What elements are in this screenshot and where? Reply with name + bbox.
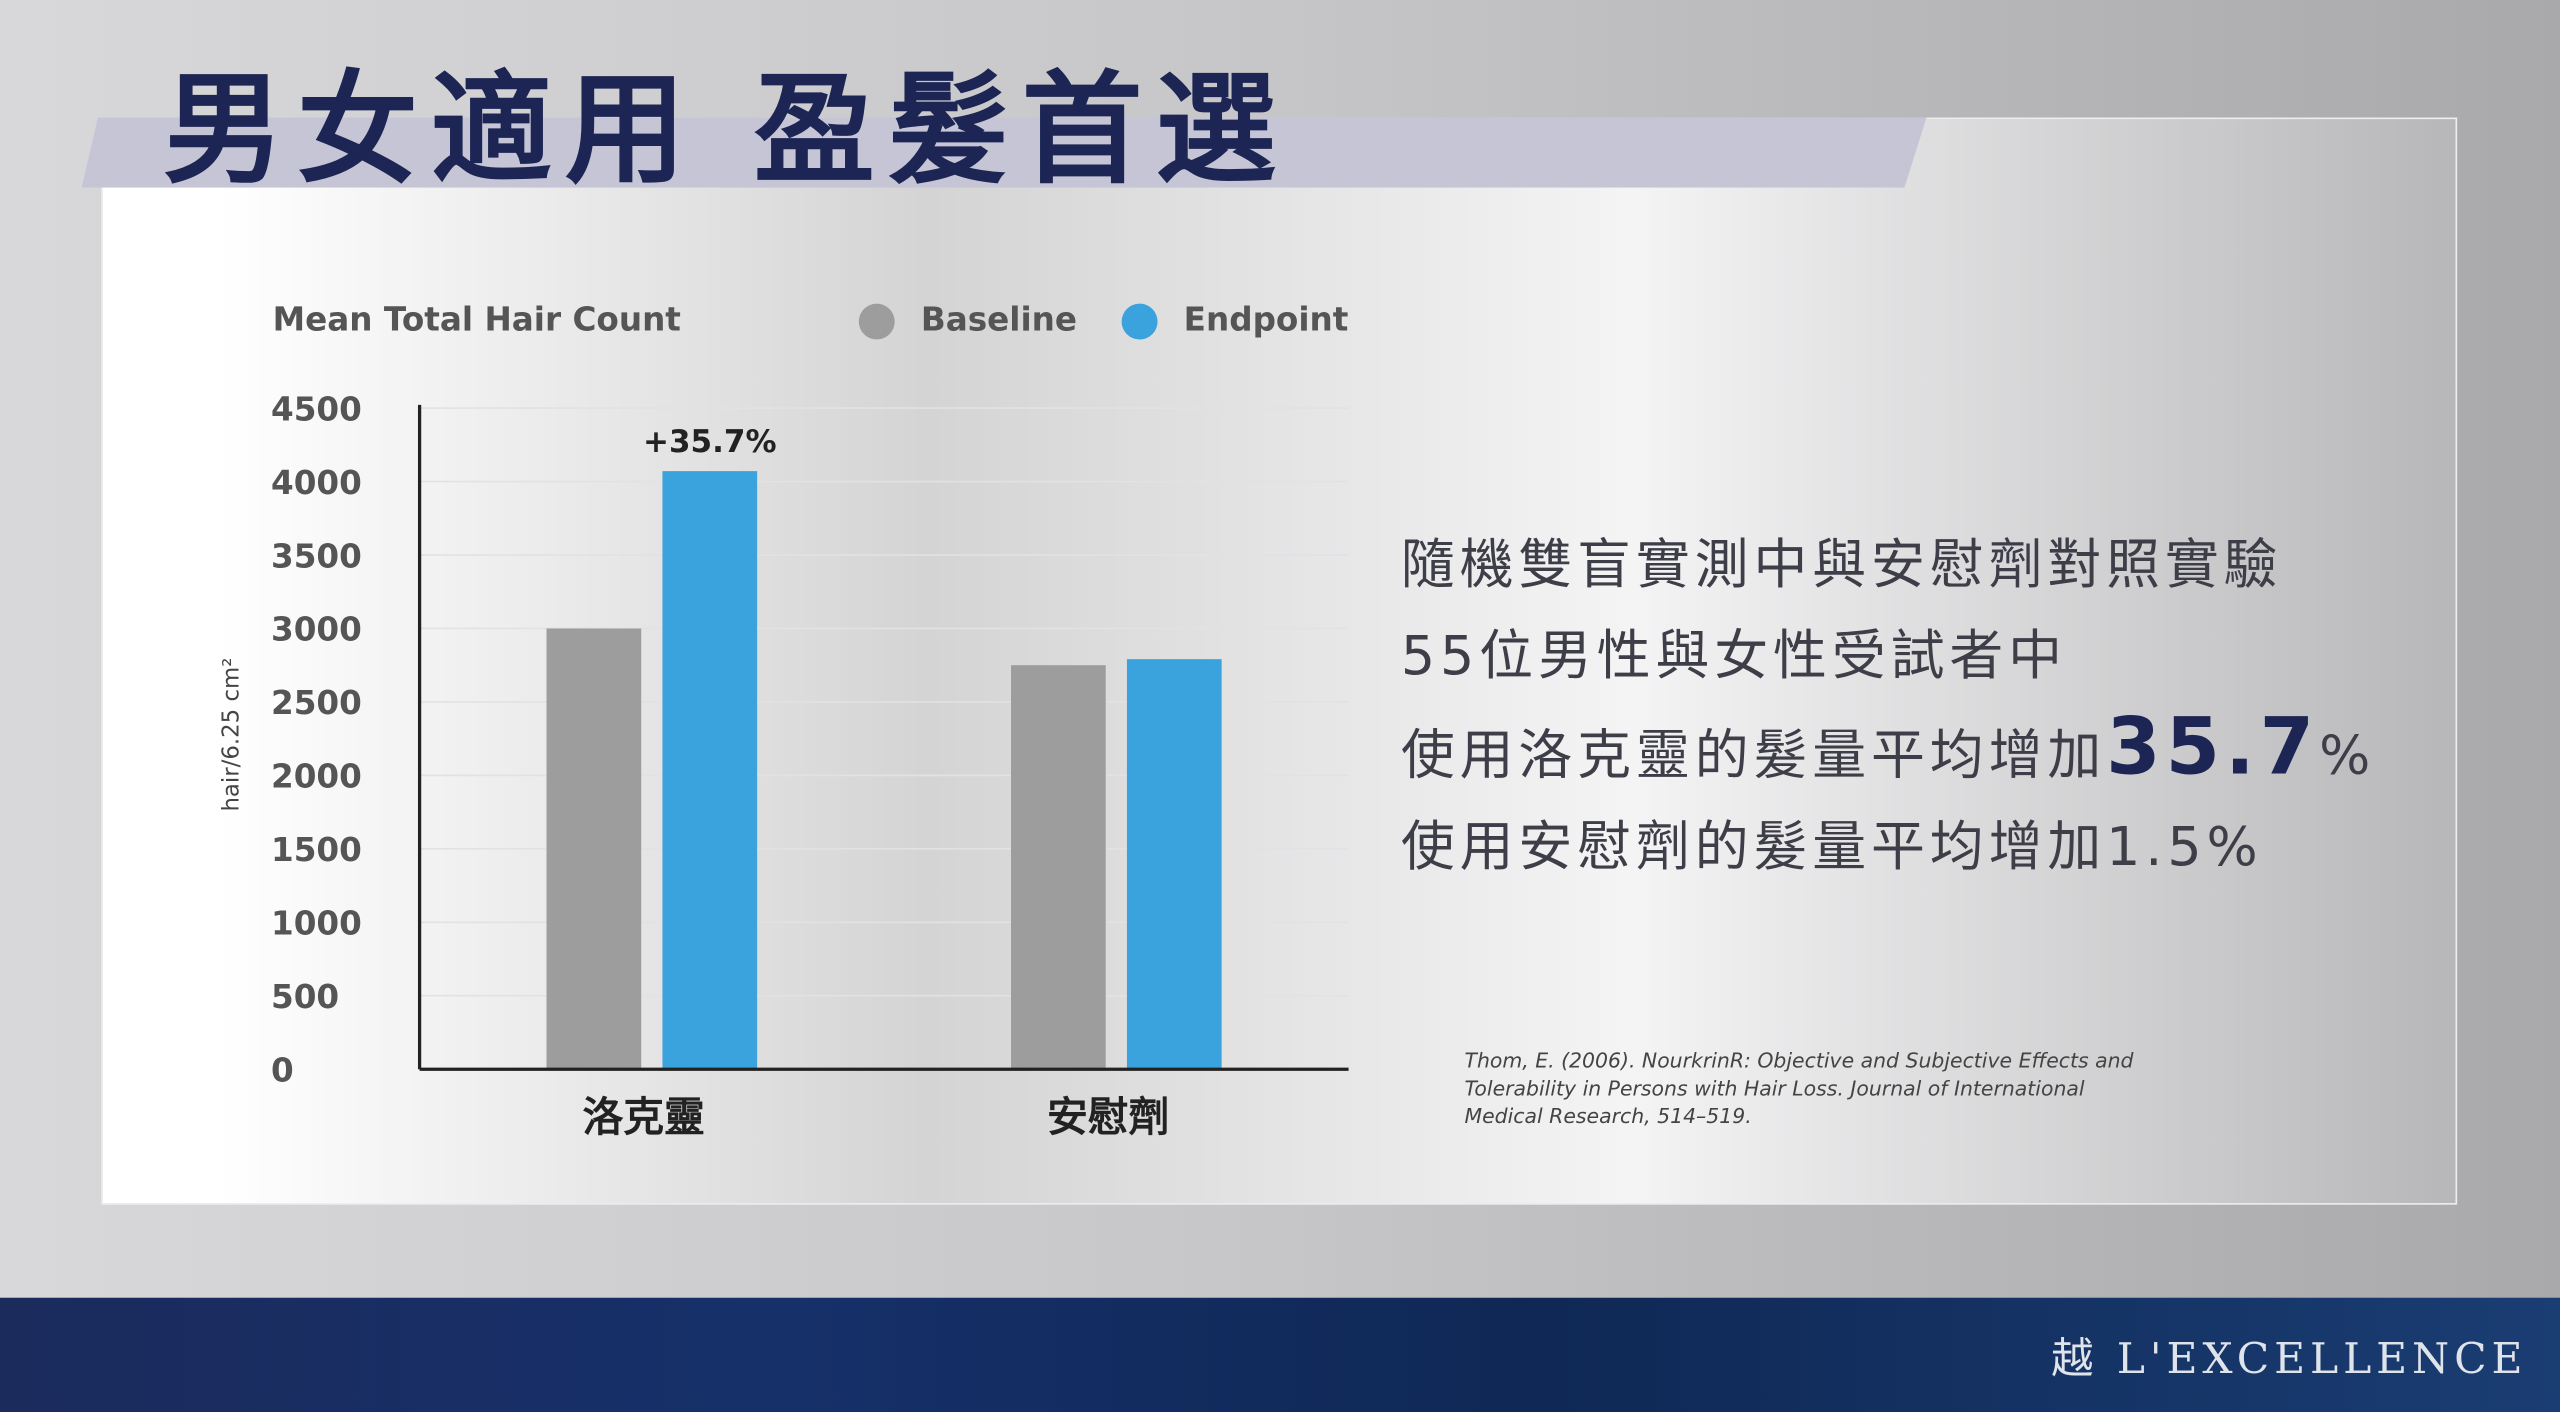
summary-line: 隨機雙盲實測中與安慰劑對照實驗 xyxy=(1400,532,2283,596)
legend-marker xyxy=(1121,303,1158,340)
panel xyxy=(101,117,2458,1205)
citation-line: Thom, E. (2006). NourkrinR: Objective an… xyxy=(1464,1047,2134,1073)
logo: 越 L'EXCELLENCE xyxy=(2051,1335,2528,1385)
y-tick-label: 4500 xyxy=(271,390,362,428)
title-band xyxy=(81,117,1927,188)
summary: 隨機雙盲實測中與安慰劑對照實驗 55位男性與女性受試者中 使用洛克靈的髮量平均增… xyxy=(1401,519,2375,893)
footer xyxy=(0,1297,2560,1412)
y-tick-label: 2000 xyxy=(271,758,362,796)
citation: Thom, E. (2006). NourkrinR: Objective an… xyxy=(1464,1046,2133,1129)
summary-text: 使用洛克靈的髮量平均增加 xyxy=(1400,723,2107,787)
y-tick-label: 2500 xyxy=(271,684,362,722)
y-tick-label: 1000 xyxy=(271,905,362,943)
annotation: +35.7% xyxy=(643,424,777,460)
bar xyxy=(662,471,758,1070)
highlight-unit: % xyxy=(2319,723,2376,787)
bar xyxy=(1126,659,1222,1070)
y-tick-label: 1500 xyxy=(271,831,362,869)
summary-line: 使用安慰劑的髮量平均增加1.5% xyxy=(1400,814,2263,879)
y-tick-label: 3000 xyxy=(271,611,362,649)
y-tick-label: 500 xyxy=(271,978,339,1016)
legend-label: Endpoint xyxy=(1184,301,1349,339)
slide-title: 男女適用 盈髮首選 xyxy=(163,60,1290,201)
bar xyxy=(546,628,642,1070)
y-axis-label: hair/6.25 cm² xyxy=(218,658,244,812)
chart-title: Mean Total Hair Count xyxy=(273,301,681,339)
legend-marker xyxy=(858,303,895,340)
summary-line: 使用洛克靈的髮量平均增加35.7% xyxy=(1401,702,2375,802)
bar xyxy=(1011,665,1106,1070)
x-tick-label: 洛克靈 xyxy=(582,1093,704,1141)
highlight-number: 35.7 xyxy=(2106,701,2320,794)
summary-line: 55位男性與女性受試者中 xyxy=(1400,623,2067,688)
y-tick-label: 0 xyxy=(271,1051,294,1089)
legend-label: Baseline xyxy=(921,301,1077,339)
citation-line: Tolerability in Persons with Hair Loss. … xyxy=(1464,1075,2085,1101)
citation-line: Medical Research, 514–519. xyxy=(1464,1103,1752,1128)
y-tick-label: 3500 xyxy=(271,537,362,575)
y-tick-label: 4000 xyxy=(271,464,362,502)
x-tick-label: 安慰劑 xyxy=(1047,1093,1169,1141)
